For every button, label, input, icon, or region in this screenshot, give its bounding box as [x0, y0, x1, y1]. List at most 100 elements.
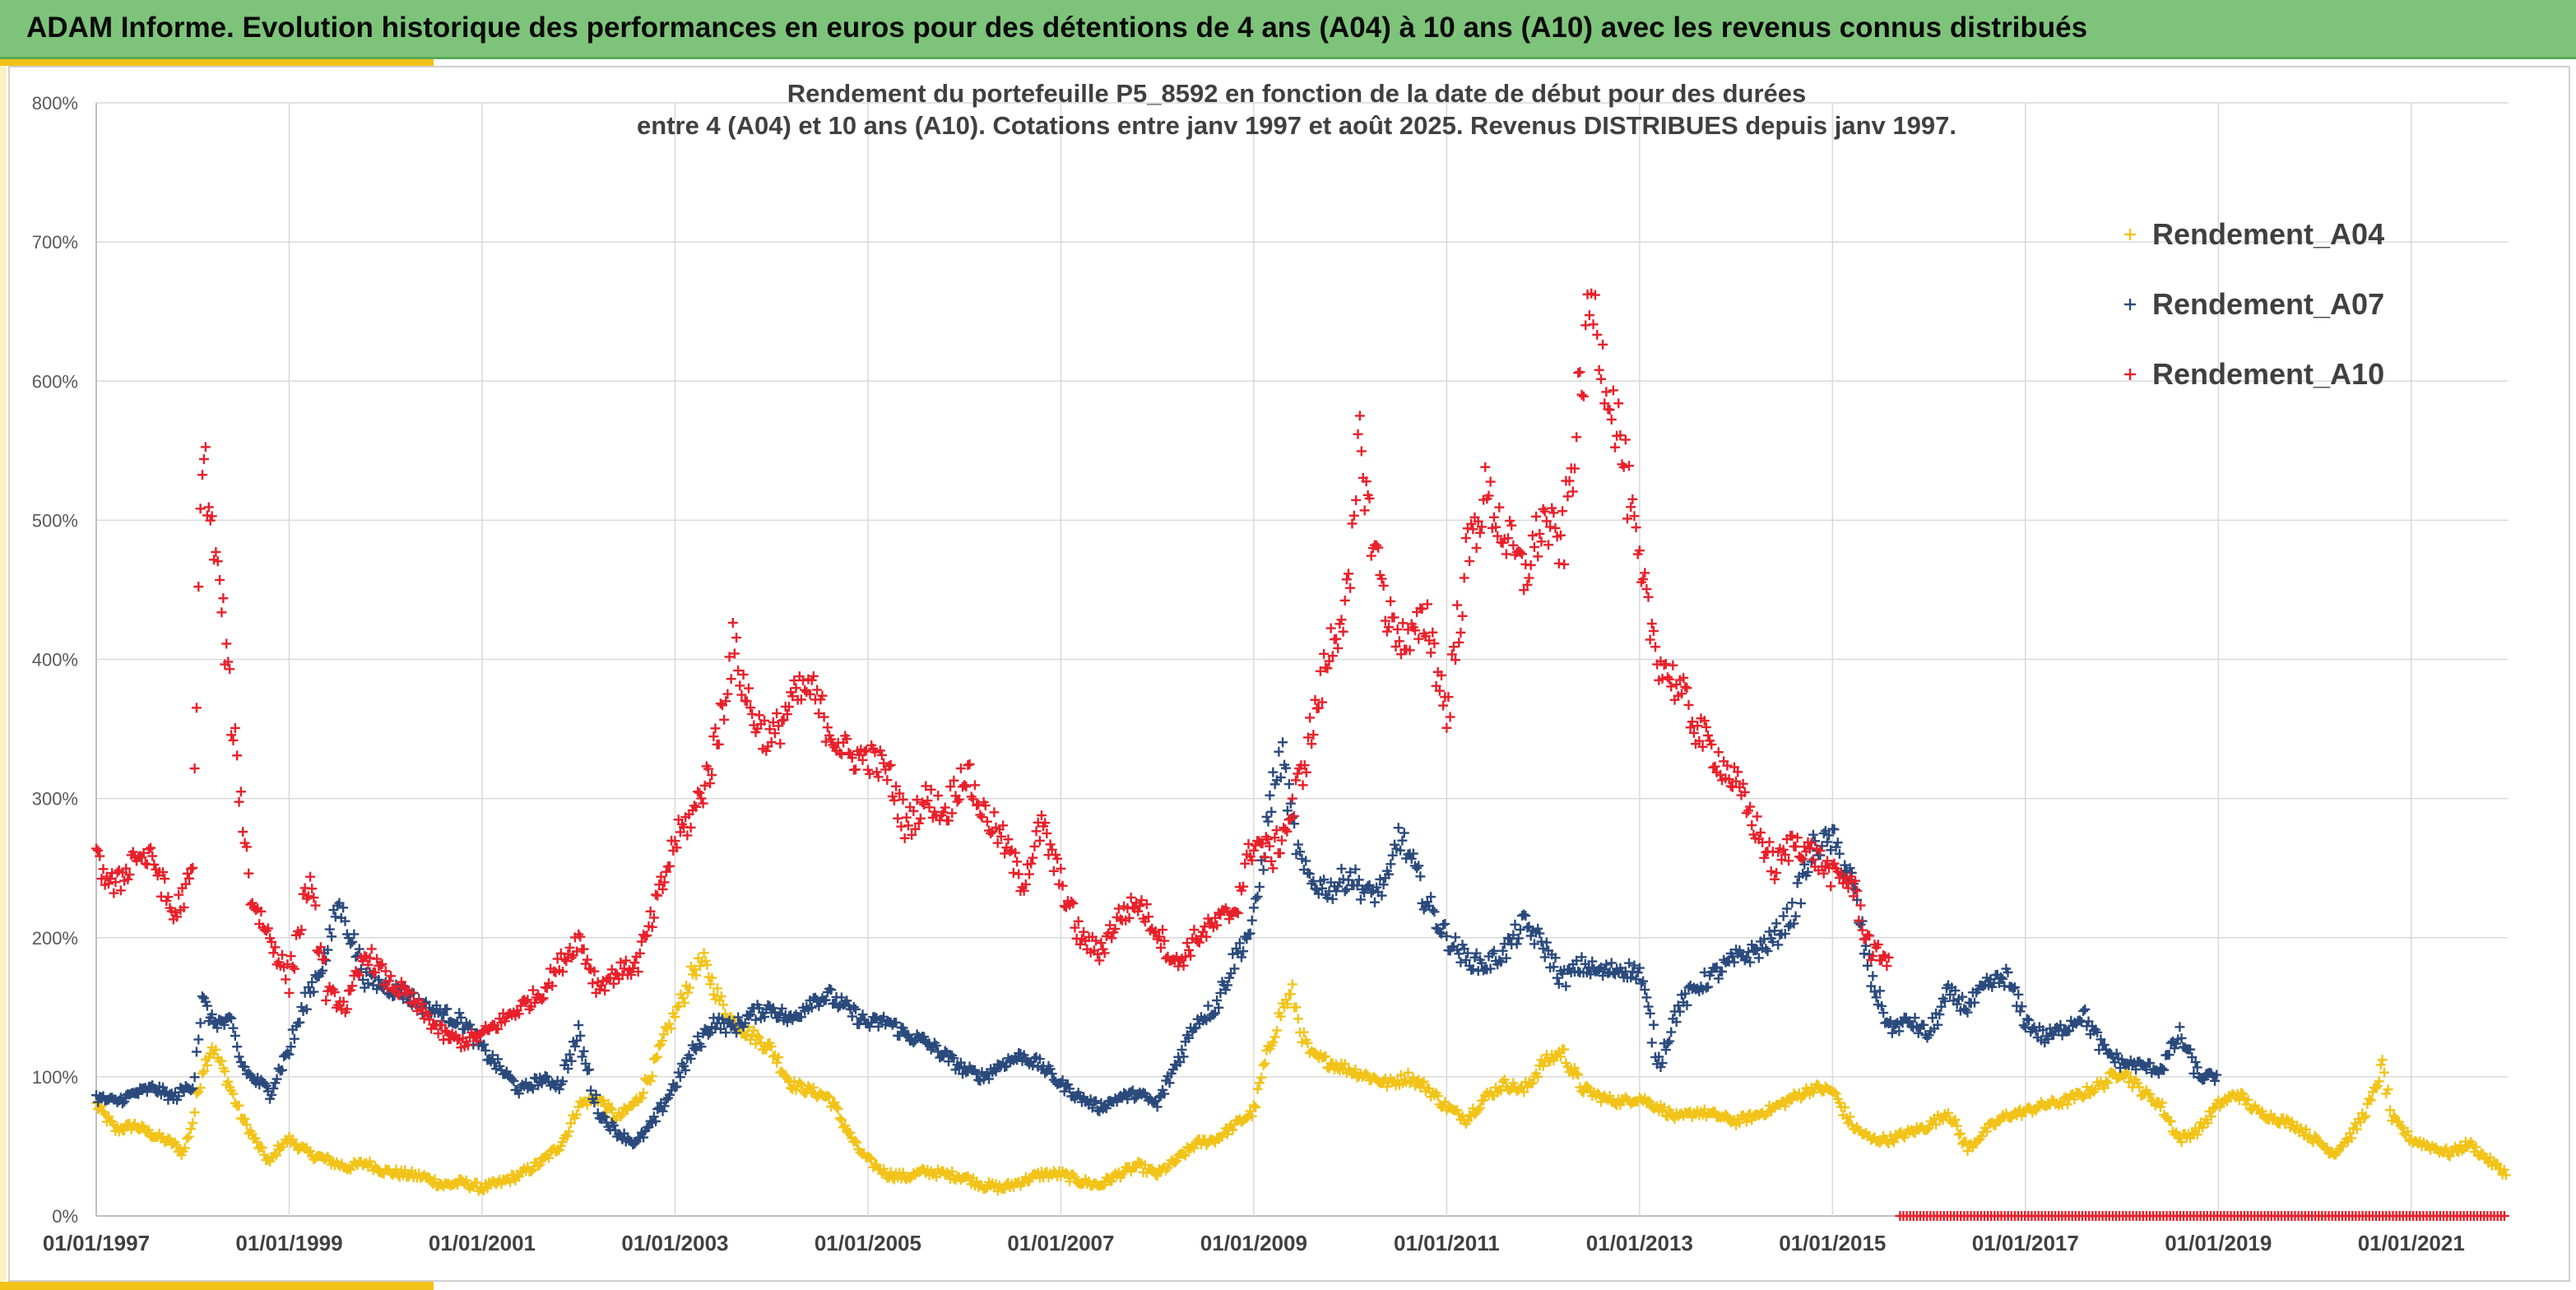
point-Rendement_A07	[228, 1023, 239, 1033]
point-Rendement_A04	[691, 970, 702, 981]
point-Rendement_A10	[1562, 491, 1573, 502]
point-Rendement_A04	[1496, 1085, 1506, 1096]
point-Rendement_A10	[1024, 869, 1035, 879]
point-Rendement_A07	[239, 1061, 250, 1072]
point-Rendement_A04	[829, 1097, 840, 1108]
point-Rendement_A07	[317, 965, 327, 976]
point-Rendement_A04	[1645, 1097, 1655, 1107]
point-Rendement_A04	[2360, 1111, 2371, 1121]
point-Rendement_A07	[558, 1076, 569, 1087]
x-tick-label: 01/01/2007	[1007, 1231, 1114, 1255]
point-Rendement_A10	[215, 574, 225, 585]
point-Rendement_A10	[216, 607, 227, 618]
point-Rendement_A04	[289, 1139, 299, 1149]
point-Rendement_A04	[647, 1070, 657, 1081]
point-Rendement_A07	[1511, 939, 1522, 949]
point-Rendement_A07	[629, 1138, 640, 1148]
point-Rendement_A04	[202, 1060, 212, 1070]
point-Rendement_A10	[366, 944, 377, 954]
point-Rendement_A10	[1575, 367, 1585, 378]
point-Rendement_A04	[702, 959, 712, 970]
point-Rendement_A04	[2346, 1133, 2357, 1144]
point-Rendement_A04	[754, 1032, 764, 1043]
point-Rendement_A07	[493, 1054, 504, 1065]
point-Rendement_A07	[324, 924, 335, 935]
point-Rendement_A04	[1248, 1100, 1259, 1111]
point-Rendement_A10	[188, 862, 198, 873]
point-Rendement_A04	[803, 1080, 814, 1091]
point-Rendement_A10	[1305, 712, 1316, 723]
point-Rendement_A04	[1538, 1060, 1548, 1071]
point-Rendement_A04	[188, 1117, 198, 1128]
point-Rendement_A04	[2370, 1083, 2381, 1093]
point-Rendement_A10	[191, 703, 202, 713]
point-Rendement_A04	[789, 1075, 800, 1086]
point-Rendement_A04	[562, 1130, 573, 1141]
point-Rendement_A07	[600, 1111, 610, 1122]
point-Rendement_A07	[689, 1043, 699, 1054]
point-Rendement_A10	[1271, 825, 1282, 836]
point-Rendement_A04	[211, 1044, 221, 1055]
point-Rendement_A04	[1350, 1064, 1361, 1074]
point-Rendement_A10	[1771, 867, 1782, 878]
point-Rendement_A04	[694, 961, 705, 972]
point-Rendement_A04	[1950, 1115, 1961, 1125]
point-Rendement_A04	[429, 1174, 440, 1185]
point-Rendement_A07	[659, 1101, 670, 1111]
point-Rendement_A07	[1666, 1027, 1677, 1037]
point-Rendement_A04	[2471, 1142, 2481, 1153]
point-Rendement_A04	[1845, 1111, 1855, 1122]
point-Rendement_A04	[2024, 1102, 2035, 1112]
point-Rendement_A04	[2108, 1068, 2119, 1079]
point-Rendement_A04	[822, 1090, 833, 1101]
point-Rendement_A07	[638, 1132, 649, 1143]
point-Rendement_A04	[831, 1102, 842, 1112]
point-Rendement_A07	[1729, 957, 1739, 968]
point-Rendement_A04	[1931, 1119, 1942, 1130]
point-Rendement_A04	[1780, 1101, 1790, 1111]
point-Rendement_A10	[735, 680, 745, 691]
point-Rendement_A07	[480, 1045, 491, 1056]
point-Rendement_A10	[1366, 550, 1376, 561]
point-Rendement_A07	[619, 1128, 629, 1139]
point-Rendement_A10	[722, 689, 733, 699]
point-Rendement_A07	[2080, 1004, 2091, 1014]
point-Rendement_A07	[1643, 1001, 1654, 1012]
point-Rendement_A04	[947, 1167, 958, 1177]
point-Rendement_A10	[689, 800, 699, 811]
point-Rendement_A04	[1473, 1105, 1483, 1116]
point-Rendement_A04	[2173, 1130, 2184, 1141]
point-Rendement_A04	[543, 1153, 554, 1163]
point-Rendement_A04	[658, 1029, 669, 1040]
point-Rendement_A04	[1269, 1032, 1280, 1042]
point-Rendement_A04	[1615, 1100, 1626, 1111]
point-Rendement_A04	[1908, 1126, 1919, 1137]
point-Rendement_A07	[479, 1039, 490, 1050]
point-Rendement_A04	[1268, 1037, 1279, 1048]
point-Rendement_A04	[453, 1180, 463, 1190]
accent-bar-top	[0, 59, 434, 66]
point-Rendement_A04	[216, 1056, 227, 1066]
point-Rendement_A10	[1126, 892, 1136, 903]
point-Rendement_A04	[1643, 1095, 1654, 1106]
point-Rendement_A10	[652, 890, 663, 901]
point-Rendement_A04	[2099, 1083, 2110, 1093]
point-Rendement_A10	[1608, 385, 1618, 396]
point-Rendement_A04	[1578, 1087, 1589, 1097]
point-Rendement_A07	[665, 1089, 675, 1100]
point-Rendement_A07	[691, 1045, 702, 1056]
point-Rendement_A07	[750, 1014, 761, 1025]
point-Rendement_A07	[673, 1067, 684, 1078]
point-Rendement_A04	[718, 1000, 729, 1010]
point-Rendement_A04	[179, 1143, 190, 1153]
point-Rendement_A04	[761, 1044, 772, 1055]
chart-title-line1: Rendement du portefeuille P5_8592 en fon…	[787, 79, 1807, 108]
point-Rendement_A04	[840, 1121, 851, 1131]
point-Rendement_A07	[1203, 1000, 1214, 1011]
point-Rendement_A10	[268, 948, 279, 958]
point-Rendement_A04	[2234, 1095, 2244, 1106]
point-Rendement_A04	[636, 1093, 647, 1103]
point-Rendement_A07	[731, 1028, 742, 1038]
point-Rendement_A10	[1668, 660, 1678, 671]
point-Rendement_A07	[142, 1087, 152, 1097]
